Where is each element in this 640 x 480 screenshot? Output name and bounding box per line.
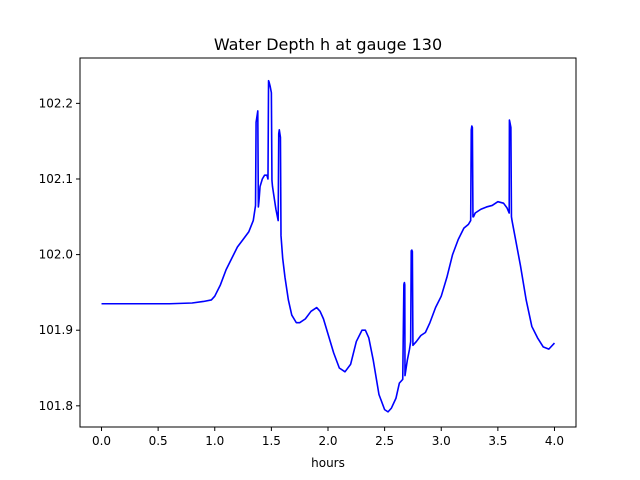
x-tick-label: 3.5 — [488, 434, 507, 448]
y-tick-label: 102.1 — [39, 172, 73, 186]
x-tick-label: 0.0 — [92, 434, 111, 448]
x-tick-label: 1.5 — [262, 434, 281, 448]
y-tick-label: 101.9 — [39, 323, 73, 337]
x-tick-label: 3.0 — [432, 434, 451, 448]
y-tick-label: 102.0 — [39, 248, 73, 262]
x-axis-label: hours — [311, 456, 345, 470]
y-axis: 101.8 101.9 102.0 102.1 102.2 — [39, 96, 80, 413]
x-tick-label: 0.5 — [149, 434, 168, 448]
x-tick-label: 2.5 — [375, 434, 394, 448]
y-tick-label: 101.8 — [39, 399, 73, 413]
y-tick-label: 102.2 — [39, 96, 73, 110]
x-axis: 0.0 0.5 1.0 1.5 2.0 2.5 3.0 3.5 4.0 — [92, 427, 564, 448]
x-tick-label: 2.0 — [318, 434, 337, 448]
x-tick-label: 1.0 — [205, 434, 224, 448]
chart-title: Water Depth h at gauge 130 — [214, 35, 442, 54]
x-tick-label: 4.0 — [545, 434, 564, 448]
series-line — [101, 79, 556, 413]
